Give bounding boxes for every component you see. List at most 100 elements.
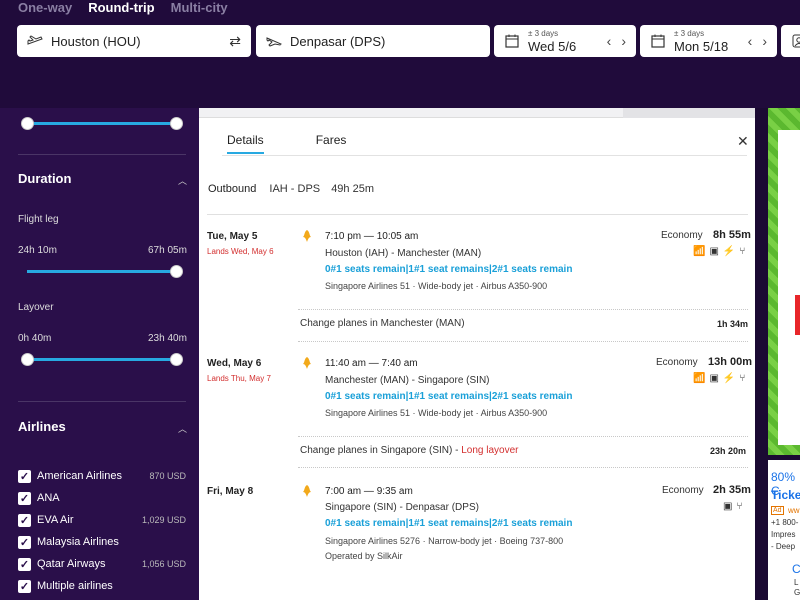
tab-fares[interactable]: Fares (315, 133, 347, 147)
checkbox-checked-icon[interactable]: ✓ (18, 579, 31, 593)
ad-title[interactable]: Ticke (771, 488, 800, 502)
ad-banner-accent (795, 295, 800, 335)
airline-price: 1,056 USD (141, 559, 186, 569)
amenities: 📶 ▣ ⚡ ⑂ (693, 246, 745, 257)
flight-leg-max: 67h 05m (148, 245, 187, 256)
long-layover-warning: Long layover (461, 445, 519, 456)
return-date-field[interactable]: ± 3 days Mon 5/18 ‹ › (640, 25, 777, 57)
checkbox-checked-icon[interactable]: ✓ (18, 513, 31, 527)
checkbox-checked-icon[interactable]: ✓ (18, 557, 31, 571)
seat-icon: ⑂ (739, 373, 746, 384)
segment-date: Tue, May 5 (207, 231, 258, 242)
segment-operated-by: Operated by SilkAir (325, 551, 403, 561)
singapore-airlines-logo-icon (300, 484, 314, 498)
outbound-summary: Outbound IAH - DPS 49h 25m (208, 183, 374, 195)
segment-times: 7:00 am — 9:35 am (325, 486, 413, 497)
trip-type-multi-city[interactable]: Multi-city (170, 0, 228, 15)
calendar-icon (504, 33, 520, 49)
chevron-right-icon[interactable]: › (762, 33, 767, 49)
text-ad[interactable]: 80% C Ticke Ad ww +1 800- Impres - Deep … (768, 460, 800, 600)
segment-aircraft-info: Singapore Airlines 51 · Wide-body jet · … (325, 281, 548, 291)
divider (18, 401, 186, 402)
wifi-icon: 📶 (693, 373, 706, 384)
checkbox-checked-icon[interactable]: ✓ (18, 469, 31, 483)
flight-leg-label: Flight leg (18, 214, 59, 225)
flight-leg-slider-track[interactable] (27, 270, 176, 273)
airline-filter-eva[interactable]: ✓ EVA Air 1,029 USD (18, 512, 186, 528)
segment-cities: Manchester (MAN) - Singapore (SIN) (325, 375, 490, 386)
chevron-left-icon[interactable]: ‹ (606, 33, 612, 49)
travelers-field[interactable] (781, 25, 800, 57)
airline-name: ANA (37, 492, 60, 504)
price-slider-min-handle[interactable] (21, 117, 34, 130)
depart-date-field[interactable]: ± 3 days Wed 5/6 ‹ › (494, 25, 636, 57)
detail-tabs: Details Fares (227, 133, 346, 154)
airline-name: American Airlines (37, 470, 122, 482)
divider (298, 467, 748, 468)
segment-seats: 0#1 seats remain|1#1 seat remains|2#1 se… (325, 264, 573, 275)
tab-details[interactable]: Details (227, 133, 264, 154)
duration-title[interactable]: Duration (18, 171, 72, 186)
layover-info: Change planes in Singapore (SIN) - Long … (300, 445, 519, 456)
airline-price: 1,029 USD (141, 515, 186, 525)
amenities: ▣ ⑂ (723, 501, 742, 512)
depart-flex-label: ± 3 days (528, 28, 559, 38)
segment-times: 7:10 pm — 10:05 am (325, 231, 419, 242)
origin-field[interactable]: Houston (HOU) ⇄ (17, 25, 251, 57)
checkbox-checked-icon[interactable]: ✓ (18, 535, 31, 549)
layover-min: 0h 40m (18, 333, 52, 344)
chevron-right-icon[interactable]: › (621, 33, 626, 49)
segment-duration: 13h 00m (708, 356, 753, 368)
seat-icon: ⑂ (739, 246, 746, 257)
airline-name: Multiple airlines (37, 580, 113, 592)
user-icon (791, 33, 800, 49)
price-slider-max-handle[interactable] (170, 117, 183, 130)
checkbox-checked-icon[interactable]: ✓ (18, 491, 31, 505)
flight-leg-slider-handle[interactable] (170, 265, 183, 278)
segment-date: Wed, May 6 (207, 358, 262, 369)
ad-more[interactable]: C (792, 562, 800, 576)
chevron-up-icon[interactable]: ︿ (178, 176, 188, 186)
layover-slider-max-handle[interactable] (170, 353, 183, 366)
airlines-title[interactable]: Airlines (18, 419, 66, 434)
layover-duration: 1h 34m (717, 319, 749, 329)
origin-value: Houston (HOU) (51, 33, 141, 49)
return-date-value: Mon 5/18 (674, 38, 729, 54)
ad-banner-content (778, 130, 800, 445)
return-flex-label: ± 3 days (674, 28, 705, 38)
segment-duration: 2h 35m (713, 484, 751, 496)
segment-cities: Singapore (SIN) - Denpasar (DPS) (325, 502, 479, 513)
trip-type-tabs: One-way Round-trip Multi-city (18, 0, 228, 15)
chevron-left-icon[interactable]: ‹ (747, 33, 753, 49)
airline-filter-american[interactable]: ✓ American Airlines 870 USD (18, 468, 186, 484)
chevron-up-icon[interactable]: ︿ (178, 424, 188, 434)
outbound-duration: 49h 25m (331, 183, 374, 195)
trip-type-one-way[interactable]: One-way (18, 0, 73, 15)
power-icon: ⚡ (722, 373, 736, 384)
divider (18, 154, 186, 155)
airline-filter-qatar[interactable]: ✓ Qatar Airways 1,056 USD (18, 556, 186, 572)
ad-badge: Ad (771, 506, 784, 515)
layover-text: Change planes in Singapore (SIN) (300, 445, 453, 456)
singapore-airlines-logo-icon (300, 229, 314, 243)
amenities: 📶 ▣ ⚡ ⑂ (693, 373, 745, 384)
segment-times: 11:40 am — 7:40 am (325, 358, 418, 369)
airline-filter-multiple[interactable]: ✓ Multiple airlines (18, 578, 186, 594)
calendar-icon (650, 33, 666, 49)
ad-headline[interactable]: 80% C (771, 470, 796, 498)
airline-filter-ana[interactable]: ✓ ANA (18, 490, 186, 506)
airline-filter-malaysia[interactable]: ✓ Malaysia Airlines (18, 534, 186, 550)
trip-type-round-trip[interactable]: Round-trip (88, 0, 155, 15)
layover-slider-min-handle[interactable] (21, 353, 34, 366)
outbound-route: IAH - DPS (269, 183, 321, 195)
layover-slider-track[interactable] (27, 358, 176, 361)
segment-seats: 0#1 seats remain|1#1 seat remains|2#1 se… (325, 391, 573, 402)
wifi-icon: 📶 (693, 246, 706, 257)
price-slider-track[interactable] (27, 122, 176, 125)
swap-icon[interactable]: ⇄ (229, 33, 241, 49)
layover-duration: 23h 20m (710, 446, 747, 456)
close-icon[interactable]: ✕ (737, 133, 749, 149)
ad-url[interactable]: ww (788, 506, 800, 515)
segment-seats: 0#1 seats remain|1#1 seat remains|2#1 se… (325, 518, 573, 529)
destination-field[interactable]: Denpasar (DPS) (256, 25, 490, 57)
